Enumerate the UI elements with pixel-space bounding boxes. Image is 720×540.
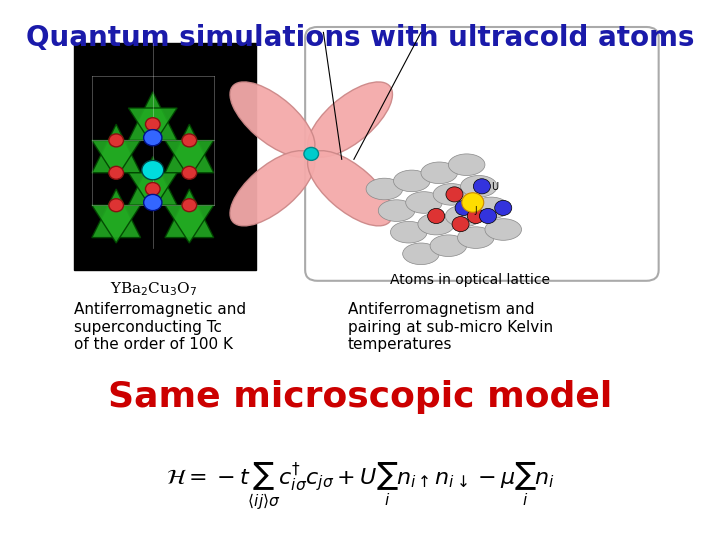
Polygon shape [128, 92, 177, 140]
Text: YBa$_2$Cu$_3$O$_7$: YBa$_2$Cu$_3$O$_7$ [110, 281, 197, 299]
Polygon shape [128, 157, 177, 205]
Ellipse shape [307, 151, 392, 226]
FancyBboxPatch shape [73, 43, 256, 270]
Ellipse shape [378, 200, 415, 221]
Circle shape [455, 200, 472, 215]
Ellipse shape [461, 176, 497, 197]
Ellipse shape [433, 184, 469, 205]
Polygon shape [128, 173, 177, 211]
Ellipse shape [366, 178, 402, 200]
Circle shape [145, 118, 160, 131]
Text: Quantum simulations with ultracold atoms: Quantum simulations with ultracold atoms [26, 24, 694, 52]
Circle shape [467, 208, 485, 224]
Polygon shape [165, 140, 214, 178]
Circle shape [143, 130, 162, 146]
Circle shape [109, 166, 124, 179]
Circle shape [182, 199, 197, 212]
FancyBboxPatch shape [305, 27, 659, 281]
Ellipse shape [390, 221, 427, 243]
Ellipse shape [430, 235, 467, 256]
Circle shape [109, 134, 124, 147]
Circle shape [182, 134, 197, 147]
Ellipse shape [394, 170, 430, 192]
Circle shape [462, 193, 484, 212]
Text: Antiferromagnetic and
superconducting Tc
of the order of 100 K: Antiferromagnetic and superconducting Tc… [73, 302, 246, 352]
Ellipse shape [418, 213, 454, 235]
Circle shape [446, 187, 463, 202]
Ellipse shape [230, 82, 315, 157]
Text: $\mathcal{H} = -t \sum_{\langle ij \rangle \sigma} c^{\dagger}_{i\sigma} c_{j\si: $\mathcal{H} = -t \sum_{\langle ij \rang… [166, 461, 554, 511]
Circle shape [480, 208, 497, 224]
Text: Same microscopic model: Same microscopic model [108, 380, 612, 414]
Ellipse shape [307, 82, 392, 157]
Circle shape [495, 200, 512, 215]
Polygon shape [92, 124, 140, 173]
Circle shape [452, 217, 469, 232]
Polygon shape [165, 124, 214, 173]
Polygon shape [165, 189, 214, 238]
Ellipse shape [449, 154, 485, 176]
Ellipse shape [473, 197, 509, 219]
Text: Antiferromagnetism and
pairing at sub-micro Kelvin
temperatures: Antiferromagnetism and pairing at sub-mi… [348, 302, 553, 352]
Text: U: U [491, 182, 498, 192]
Text: Atoms in optical lattice: Atoms in optical lattice [390, 273, 549, 287]
Ellipse shape [421, 162, 457, 184]
Circle shape [428, 208, 445, 224]
Polygon shape [92, 140, 140, 178]
Ellipse shape [457, 227, 494, 248]
Ellipse shape [402, 243, 439, 265]
Ellipse shape [485, 219, 521, 240]
Ellipse shape [446, 205, 482, 227]
Text: J: J [474, 206, 477, 215]
Polygon shape [92, 205, 140, 243]
Circle shape [109, 199, 124, 212]
Circle shape [304, 147, 318, 160]
Circle shape [145, 183, 160, 195]
Polygon shape [165, 205, 214, 243]
Polygon shape [128, 108, 177, 146]
Polygon shape [92, 189, 140, 238]
Circle shape [182, 166, 197, 179]
Ellipse shape [230, 151, 315, 226]
Circle shape [142, 160, 163, 180]
Circle shape [143, 194, 162, 211]
Ellipse shape [405, 192, 442, 213]
Circle shape [473, 179, 490, 194]
